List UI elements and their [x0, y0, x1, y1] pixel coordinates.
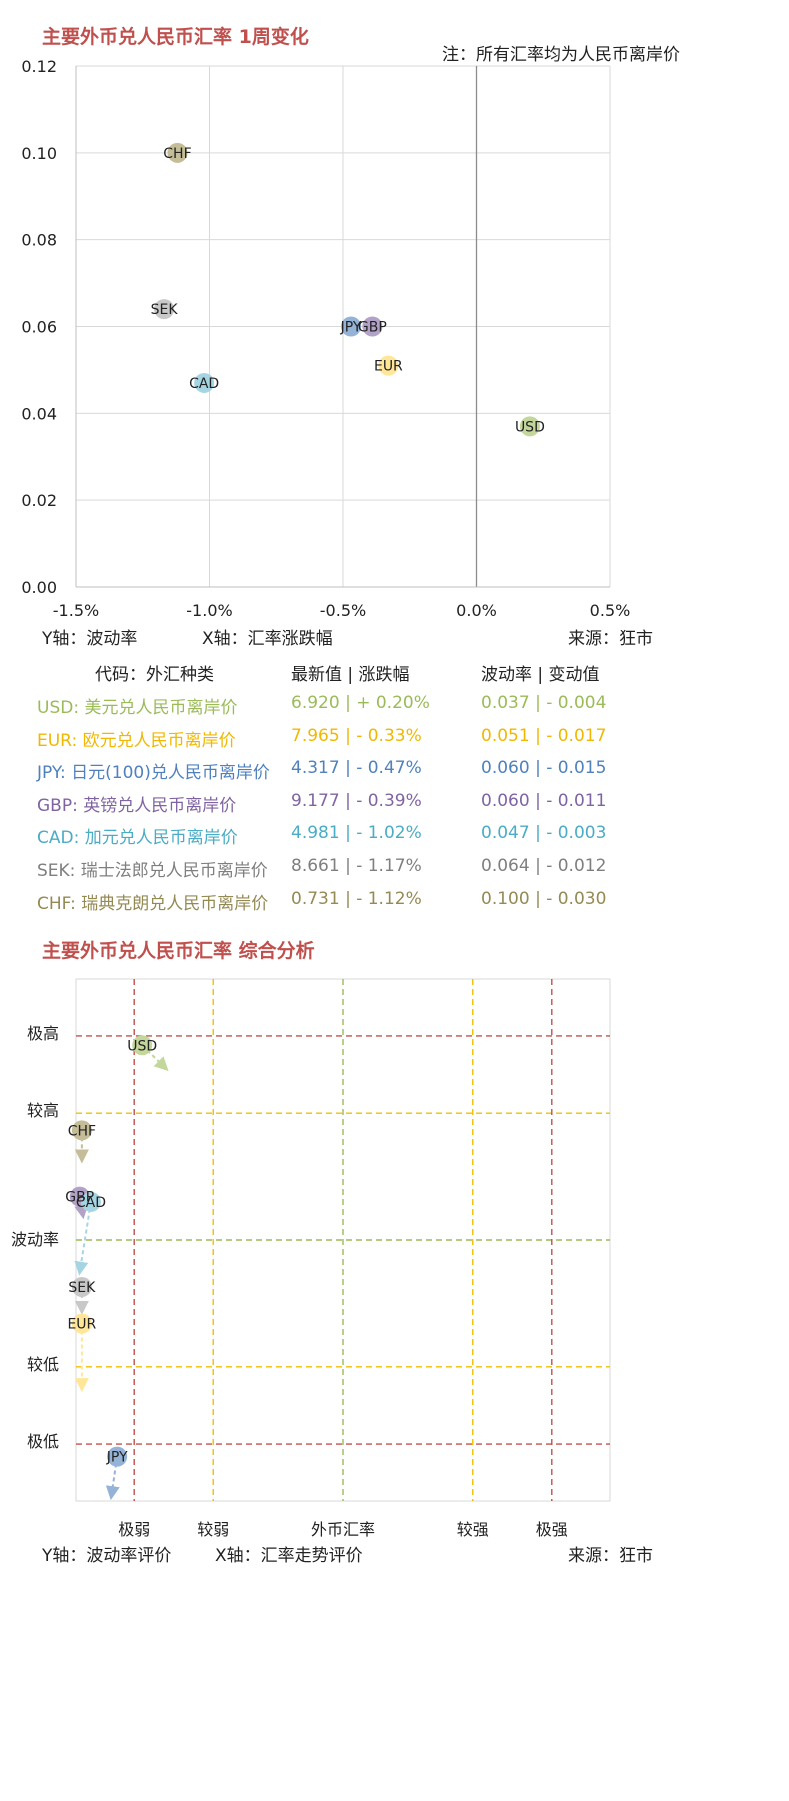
matrix-point-eur: [71, 1313, 92, 1334]
point-label: GBP: [358, 320, 387, 336]
point-label: USD: [515, 419, 545, 435]
header-code: 代码：外汇种类: [95, 665, 214, 685]
point-label: CHF: [163, 146, 191, 162]
matrix-point-usd: [132, 1035, 153, 1056]
row-name: CHF: 瑞典克朗兑人民币离岸价: [37, 893, 269, 914]
y-tick-label: 0.10: [21, 144, 57, 163]
row-volatility: 0.051 | - 0.017: [481, 725, 607, 746]
y-tick-label: 0.08: [21, 231, 57, 250]
point-usd: [519, 416, 540, 437]
trend-arrow-usd: [141, 1044, 169, 1072]
chart2-y-axis-label: Y轴：波动率评价: [42, 1546, 172, 1566]
matrix-point-label: GBP: [65, 1190, 94, 1206]
point-label: JPY: [340, 320, 362, 336]
matrix-point-jpy: [107, 1446, 128, 1467]
x-level-label: 较弱: [197, 1520, 229, 1539]
y-level-label: 波动率: [11, 1230, 59, 1249]
matrix-point-label: JPY: [106, 1450, 128, 1466]
y-tick-label: 0.00: [21, 578, 57, 597]
chart1-note: 注：所有汇率均为人民币离岸价: [442, 45, 680, 65]
row-name: USD: 美元兑人民币离岸价: [37, 698, 238, 718]
x-tick-label: -0.5%: [320, 601, 366, 620]
x-tick-label: -1.0%: [186, 601, 232, 620]
matrix-point-cad: [80, 1191, 101, 1212]
x-level-label: 极弱: [118, 1520, 150, 1539]
header-volatility: 波动率 | 变动值: [481, 665, 600, 685]
matrix-point-label: SEK: [68, 1280, 96, 1296]
row-latest: 4.981 | - 1.02%: [291, 823, 422, 844]
row-volatility: 0.060 | - 0.011: [481, 790, 607, 811]
row-latest: 4.317 | - 0.47%: [291, 758, 422, 779]
row-volatility: 0.047 | - 0.003: [481, 823, 607, 844]
table-row: JPY: 日元(100)兑人民币离岸价 4.317 | - 0.47% 0.060 …: [0, 758, 789, 794]
row-volatility: 0.064 | - 0.012: [481, 856, 607, 876]
y-tick-label: 0.04: [21, 404, 57, 423]
point-sek: [154, 299, 175, 320]
table-row: USD: 美元兑人民币离岸价 6.920 | + 0.20% 0.037 | - 0…: [0, 693, 789, 729]
row-volatility: 0.100 | - 0.030: [481, 888, 607, 909]
row-name: EUR: 欧元兑人民币离岸价: [37, 730, 236, 751]
point-eur: [378, 355, 399, 376]
row-latest: 9.177 | - 0.39%: [291, 790, 422, 811]
matrix-point-label: CHF: [68, 1123, 96, 1139]
point-chf: [167, 142, 188, 163]
point-label: CAD: [189, 376, 219, 392]
matrix-point-label: USD: [127, 1038, 157, 1054]
trend-arrow-cad: [74, 1201, 92, 1276]
point-gbp: [362, 316, 383, 337]
row-latest: 0.731 | - 1.12%: [291, 888, 422, 909]
point-label: EUR: [374, 359, 403, 375]
table-row: CAD: 加元兑人民币离岸价 4.981 | - 1.02% 0.047 | - 0…: [0, 823, 789, 859]
x-level-label: 外币汇率: [311, 1520, 375, 1539]
y-tick-label: 0.02: [21, 491, 57, 510]
x-level-label: 较强: [457, 1520, 489, 1539]
y-level-label: 极低: [27, 1432, 59, 1451]
row-name: CAD: 加元兑人民币离岸价: [37, 828, 238, 849]
chart1-title: 主要外币兑人民币汇率 1周变化: [42, 26, 309, 48]
matrix-point-sek: [71, 1276, 92, 1297]
x-tick-label: -1.5%: [53, 601, 99, 620]
matrix-point-chf: [71, 1120, 92, 1141]
row-name: SEK: 瑞士法郎兑人民币离岸价: [37, 861, 268, 881]
y-level-label: 较高: [27, 1101, 59, 1120]
trend-arrow-jpy: [105, 1456, 120, 1501]
matrix-point-label: CAD: [76, 1195, 106, 1211]
row-latest: 6.920 | + 0.20%: [291, 693, 430, 713]
row-latest: 7.965 | - 0.33%: [291, 725, 422, 746]
x-level-label: 极强: [536, 1520, 568, 1539]
x-tick-label: 0.0%: [456, 601, 497, 620]
x-tick-label: 0.5%: [590, 601, 631, 620]
chart1-source: 来源：狂市: [568, 629, 653, 649]
row-name: JPY: 日元(100)兑人民币离岸价: [37, 763, 270, 784]
matrix-point-label: EUR: [67, 1317, 96, 1333]
table-row: GBP: 英镑兑人民币离岸价 9.177 | - 0.39% 0.060 | - 0…: [0, 791, 789, 827]
point-jpy: [341, 316, 362, 337]
chart2-source: 来源：狂市: [568, 1546, 653, 1566]
row-latest: 8.661 | - 1.17%: [291, 856, 422, 876]
row-volatility: 0.037 | - 0.004: [481, 693, 607, 713]
table-row: CHF: 瑞典克朗兑人民币离岸价 0.731 | - 1.12% 0.100 | -…: [0, 889, 789, 925]
chart2-x-axis-label: X轴：汇率走势评价: [215, 1546, 363, 1566]
chart1-y-axis-label: Y轴：波动率: [42, 629, 138, 649]
chart1-x-axis-label: X轴：汇率涨跌幅: [202, 629, 333, 649]
y-tick-label: 0.06: [21, 318, 57, 337]
y-level-label: 较低: [27, 1355, 59, 1374]
table-row: SEK: 瑞士法郎兑人民币离岸价 8.661 | - 1.17% 0.064 | -…: [0, 856, 789, 892]
header-latest: 最新值 | 涨跌幅: [291, 665, 410, 685]
table-header: 代码：外汇种类 最新值 | 涨跌幅 波动率 | 变动值: [0, 660, 789, 696]
row-volatility: 0.060 | - 0.015: [481, 758, 607, 779]
point-cad: [194, 372, 215, 393]
row-name: GBP: 英镑兑人民币离岸价: [37, 795, 237, 816]
point-label: SEK: [151, 302, 179, 318]
y-level-label: 极高: [27, 1024, 59, 1043]
chart1-scatter: 0.00 0.02 0.04 0.06 0.08 0.10 0.12 -1.5% -1.0% -0…: [21, 57, 631, 620]
table-row: EUR: 欧元兑人民币离岸价 7.965 | - 0.33% 0.051 | - 0…: [0, 726, 789, 762]
y-tick-label: 0.12: [21, 57, 57, 76]
chart2-title: 主要外币兑人民币汇率 综合分析: [42, 940, 315, 962]
